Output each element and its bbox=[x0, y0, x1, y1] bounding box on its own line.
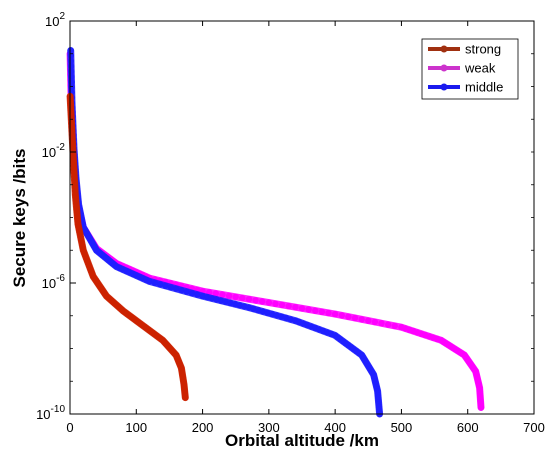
data-point-strong bbox=[182, 394, 189, 401]
x-axis-label: Orbital altitude /km bbox=[225, 431, 379, 450]
x-tick-label: 700 bbox=[523, 420, 545, 435]
x-axis: 0 100 200 300 400 500 600 700 bbox=[66, 21, 545, 435]
data-point-weak bbox=[245, 296, 253, 303]
y-axis-label: Secure keys /bits bbox=[10, 149, 29, 288]
data-point-weak bbox=[312, 307, 319, 314]
y-tick-label: 10-2 bbox=[42, 142, 66, 160]
data-point-weak bbox=[318, 308, 326, 315]
y-tick-label: 10-10 bbox=[36, 404, 65, 422]
data-point-weak bbox=[325, 309, 332, 317]
data-point-middle bbox=[194, 291, 201, 298]
data-point-weak bbox=[305, 306, 312, 313]
data-point-weak bbox=[272, 300, 279, 307]
y-tick-base: 10 bbox=[42, 145, 56, 160]
x-tick-label: 0 bbox=[66, 420, 73, 435]
data-point-weak bbox=[298, 305, 306, 312]
data-point-weak bbox=[371, 318, 379, 326]
data-point-weak bbox=[365, 317, 372, 324]
legend-marker-weak bbox=[440, 64, 448, 72]
data-point-weak bbox=[391, 322, 398, 330]
data-point-weak bbox=[252, 297, 259, 304]
data-point-weak bbox=[278, 301, 286, 309]
data-point-weak bbox=[232, 293, 239, 301]
data-point-weak bbox=[212, 290, 219, 297]
data-point-weak bbox=[225, 292, 233, 299]
legend-label-strong: strong bbox=[465, 42, 501, 57]
y-tick-exponent: -6 bbox=[56, 273, 65, 284]
data-point-weak bbox=[477, 404, 485, 411]
series-layer bbox=[66, 47, 485, 418]
data-point-weak bbox=[265, 299, 273, 306]
y-tick-base: 10 bbox=[36, 407, 50, 422]
data-point-middle bbox=[172, 285, 180, 292]
data-point-middle bbox=[178, 287, 185, 294]
data-point-weak bbox=[338, 312, 345, 319]
y-tick-label: 10-6 bbox=[42, 273, 66, 291]
data-point-middle bbox=[146, 278, 153, 285]
data-point-middle bbox=[151, 279, 158, 286]
data-point-weak bbox=[239, 294, 246, 302]
series-strong bbox=[66, 92, 189, 402]
data-point-weak bbox=[345, 313, 352, 320]
data-point-middle bbox=[156, 281, 164, 288]
data-point-middle bbox=[67, 57, 75, 65]
data-point-middle bbox=[188, 290, 196, 297]
data-point-weak bbox=[378, 320, 385, 327]
data-point-weak bbox=[259, 298, 266, 305]
data-point-middle bbox=[162, 282, 169, 289]
data-point-weak bbox=[331, 310, 339, 318]
x-tick-label: 200 bbox=[192, 420, 214, 435]
y-tick-label: 102 bbox=[45, 11, 65, 29]
legend: strong weak middle bbox=[421, 38, 519, 100]
data-point-middle bbox=[167, 284, 174, 291]
x-tick-label: 400 bbox=[324, 420, 346, 435]
data-point-weak bbox=[285, 302, 292, 310]
y-tick-base: 10 bbox=[42, 276, 56, 291]
y-tick-base: 10 bbox=[45, 14, 59, 29]
data-point-weak bbox=[351, 314, 359, 322]
data-point-middle bbox=[67, 47, 74, 54]
x-tick-label: 300 bbox=[258, 420, 280, 435]
data-point-middle bbox=[183, 288, 190, 295]
legend-marker-strong bbox=[440, 45, 448, 53]
data-point-weak bbox=[385, 321, 392, 328]
data-point-weak bbox=[292, 304, 299, 311]
x-tick-label: 600 bbox=[457, 420, 479, 435]
y-tick-exponent: -10 bbox=[51, 404, 66, 415]
data-point-weak bbox=[358, 316, 365, 323]
data-point-weak bbox=[219, 291, 226, 298]
legend-label-weak: weak bbox=[464, 61, 496, 76]
legend-label-middle: middle bbox=[465, 80, 503, 95]
legend-marker-middle bbox=[440, 83, 448, 91]
y-tick-exponent: 2 bbox=[59, 11, 65, 22]
x-tick-label: 100 bbox=[125, 420, 147, 435]
y-tick-exponent: -2 bbox=[56, 142, 65, 153]
x-tick-label: 500 bbox=[391, 420, 413, 435]
